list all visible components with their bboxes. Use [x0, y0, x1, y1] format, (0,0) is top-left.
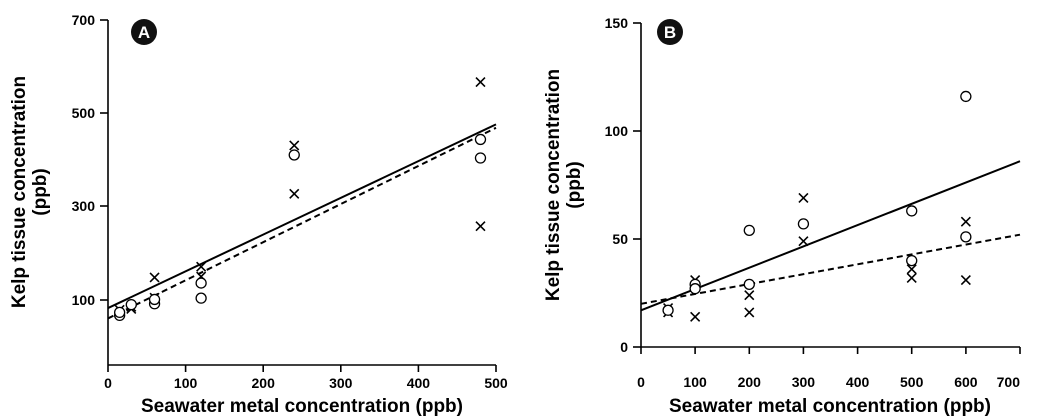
panel-b: B 150 100 50 0 0 100 200 — [543, 15, 1021, 416]
panel-b-y-tick-labels: 150 100 50 0 — [605, 15, 629, 355]
panel-b-point-cross — [906, 264, 917, 275]
panel-b-x-ticks — [640, 347, 1021, 354]
panel-b-x-tick-label: 0 — [637, 374, 645, 390]
panel-b-y-tick-label: 0 — [620, 339, 628, 355]
panel-b-letter: B — [664, 23, 676, 42]
panel-a-y-ticks — [100, 19, 108, 301]
panel-b-point-cross — [798, 236, 809, 247]
panel-a: A 700 500 300 100 0 100 200 300 — [9, 12, 508, 416]
panel-b-fit-line-dashed — [640, 233, 1021, 305]
panel-b-point-circle — [743, 224, 755, 237]
panel-b-point-cross — [744, 290, 755, 301]
panel-a-plot-area — [107, 77, 497, 322]
panel-b-point-cross — [690, 311, 701, 322]
panel-a-x-tick-labels: 0 100 200 300 400 500 — [104, 375, 508, 391]
panel-a-x-ticks — [107, 365, 497, 372]
panel-a-point-cross — [196, 261, 207, 272]
panel-b-point-circle — [906, 205, 918, 217]
panel-b-point-circle — [906, 254, 918, 267]
panel-b-point-cross — [906, 272, 917, 283]
panel-a-point-cross — [289, 188, 300, 199]
panel-a-x-tick-label: 500 — [484, 375, 508, 391]
panel-b-point-circle — [662, 304, 674, 316]
panel-a-y-tick-label: 100 — [72, 292, 96, 308]
panel-b-point-cross — [744, 307, 755, 318]
panel-a-point-circle — [125, 298, 137, 311]
panel-b-point-cross — [960, 216, 971, 227]
panel-a-x-tick-label: 400 — [407, 375, 431, 391]
panel-a-fit-line-dashed — [107, 126, 497, 320]
panel-a-y-tick-labels: 700 500 300 100 — [72, 12, 96, 308]
panel-a-point-circle — [148, 293, 161, 306]
panel-a-y-tick-label: 700 — [72, 12, 96, 28]
panel-a-y-tick-label: 500 — [72, 105, 96, 121]
panel-a-y-tick-label: 300 — [72, 198, 96, 214]
panel-a-letter: A — [138, 23, 150, 42]
panel-b-point-circle — [797, 218, 810, 230]
panel-b-badge: B — [657, 19, 683, 45]
panel-b-y-axis-title-line1: Kelp tissue concentration — [543, 69, 564, 301]
panel-a-x-tick-label: 100 — [174, 375, 198, 391]
panel-b-y-tick-label: 150 — [605, 15, 629, 31]
panel-a-point-circle — [195, 277, 207, 289]
panel-b-y-tick-label: 100 — [605, 123, 629, 139]
panel-a-point-cross — [475, 77, 486, 88]
panel-a-point-cross — [149, 272, 160, 283]
panel-b-point-circle — [960, 90, 972, 103]
panel-a-badge-circle — [131, 19, 157, 45]
panel-b-y-tick-label: 50 — [612, 231, 628, 247]
panel-a-y-axis-title-line2: (ppb) — [30, 168, 51, 215]
panel-a-point-cross — [475, 221, 486, 232]
panel-b-point-cross — [798, 192, 809, 204]
panel-b-plot-area — [640, 90, 1021, 322]
panel-a-point-circle — [474, 133, 487, 146]
panel-a-y-axis-title-line1: Kelp tissue concentration — [9, 76, 30, 308]
panel-b-x-tick-label: 700 — [997, 374, 1021, 390]
panel-a-x-axis-title: Seawater metal concentration (ppb) — [141, 396, 463, 416]
panel-a-x-tick-label: 0 — [104, 375, 112, 391]
panel-b-x-axis-title: Seawater metal concentration (ppb) — [669, 396, 991, 416]
panel-b-x-tick-label: 500 — [900, 374, 924, 390]
panel-a-point-circle — [288, 149, 300, 161]
panel-b-y-axis-title-line2: (ppb) — [564, 161, 585, 208]
panel-a-point-circle — [195, 292, 207, 304]
panel-a-fit-line-solid — [107, 123, 497, 309]
panel-b-y-ticks — [633, 22, 641, 348]
panel-a-x-tick-label: 300 — [329, 375, 353, 391]
panel-a-point-circle — [474, 152, 487, 164]
panel-a-x-tick-label: 200 — [252, 375, 276, 391]
panel-a-point-cross — [289, 140, 300, 151]
panel-a-badge: A — [131, 19, 157, 45]
panel-b-x-tick-label: 300 — [792, 374, 816, 390]
panel-b-point-circle — [689, 283, 701, 295]
panel-b-x-tick-label: 600 — [954, 374, 978, 390]
panel-b-x-tick-label: 100 — [683, 374, 707, 390]
panel-b-x-tick-label: 200 — [738, 374, 762, 390]
panel-b-point-cross — [960, 274, 971, 286]
panel-b-point-circle — [743, 278, 755, 291]
panel-b-fit-line-solid — [640, 160, 1021, 312]
panel-b-badge-circle — [657, 19, 683, 45]
panel-a-point-circle — [113, 306, 126, 319]
panel-b-x-tick-labels: 0 100 200 300 400 500 600 700 — [637, 374, 1020, 390]
panel-b-x-tick-label: 400 — [846, 374, 870, 390]
panel-b-point-circle — [960, 231, 972, 243]
